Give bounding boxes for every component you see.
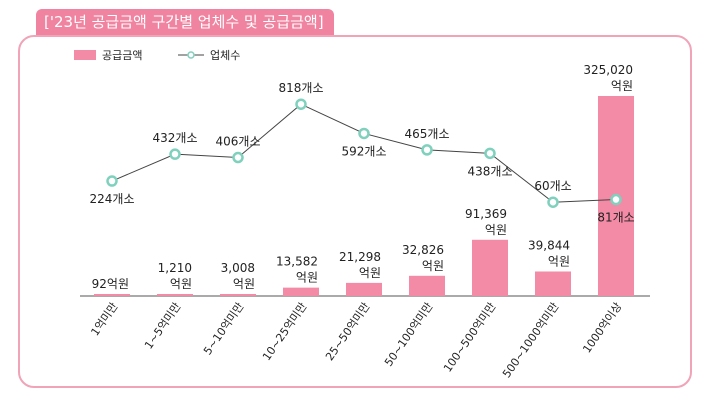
bar-value-label: 92억원 — [92, 277, 129, 291]
legend-line-marker — [187, 51, 195, 59]
bar-value-label: 억원 — [296, 271, 318, 285]
chart-frame — [18, 35, 692, 388]
bar — [346, 282, 382, 296]
bar-value-label: 21,298 — [339, 250, 381, 264]
line-value-label: 60개소 — [534, 179, 571, 193]
line-marker — [232, 151, 244, 164]
x-tick-label: 1000억이상 — [580, 300, 624, 355]
bar-value-label: 13,582 — [276, 255, 318, 269]
bar — [220, 294, 256, 296]
line-value-label: 438개소 — [468, 164, 513, 178]
line-marker — [106, 175, 118, 187]
bar — [472, 239, 508, 296]
line-marker — [358, 127, 370, 140]
bar-value-label: 억원 — [485, 223, 507, 237]
bar-value-label: 억원 — [359, 266, 381, 280]
bar-value-label: 억원 — [548, 254, 570, 268]
bar-value-label: 91,369 — [465, 207, 507, 221]
line-marker — [169, 148, 181, 160]
x-tick-label: 10~25억미만 — [260, 300, 309, 363]
bar — [94, 294, 130, 296]
line-value-label: 465개소 — [405, 127, 450, 141]
legend-line-label: 업체수 — [210, 49, 240, 62]
bar — [157, 294, 193, 296]
x-tick-label: 25~50억미만 — [323, 300, 372, 363]
line-value-label: 592개소 — [342, 144, 387, 158]
bar-value-label: 32,826 — [402, 243, 444, 257]
line-value-label: 81개소 — [597, 211, 634, 225]
bar-value-label: 억원 — [611, 79, 633, 93]
bar — [283, 287, 319, 296]
line-value-label: 432개소 — [153, 131, 198, 145]
line-value-label: 818개소 — [279, 81, 324, 95]
bar — [409, 275, 445, 296]
x-tick-label: 100~500억미만 — [441, 300, 498, 374]
x-tick-label: 50~100억미만 — [382, 300, 435, 369]
bar-value-label: 1,210 — [158, 261, 192, 275]
line-marker — [295, 98, 307, 110]
line-marker — [547, 196, 559, 208]
x-tick-label: 1~5억미만 — [142, 300, 183, 351]
bar-value-label: 325,020 — [583, 63, 633, 77]
line-value-label: 224개소 — [90, 192, 135, 206]
line-marker — [610, 193, 622, 206]
bar-value-label: 3,008 — [221, 261, 255, 275]
bar-value-label: 억원 — [422, 259, 444, 273]
bar-value-label: 39,844 — [528, 238, 570, 252]
bar-value-label: 억원 — [170, 277, 192, 291]
x-tick-label: 5~10억미만 — [201, 300, 246, 357]
line-marker — [421, 144, 433, 156]
legend-bar-label: 공급금액 — [102, 49, 142, 62]
line-marker — [484, 147, 496, 160]
line-value-label: 406개소 — [216, 135, 261, 149]
x-tick-label: 500~1000억미만 — [500, 300, 561, 380]
x-tick-label: 1억미만 — [88, 300, 120, 338]
bar — [535, 271, 571, 296]
bar-value-label: 억원 — [233, 277, 255, 291]
legend-bar-swatch — [74, 50, 96, 60]
